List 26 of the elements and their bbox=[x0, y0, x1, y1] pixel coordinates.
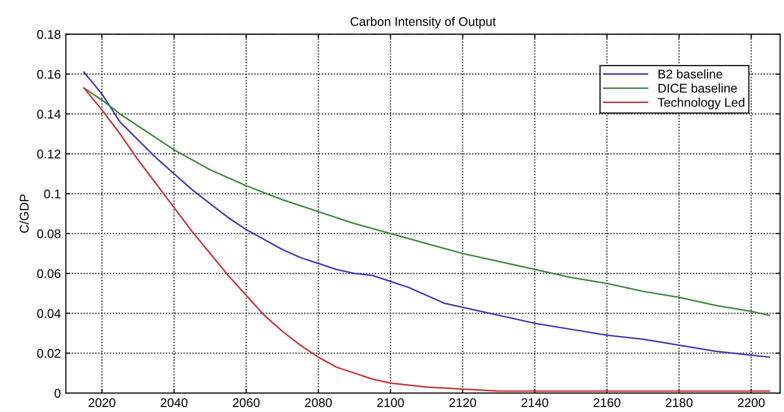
y-tick-label: 0.14 bbox=[37, 110, 61, 119]
y-tick-label: 0 bbox=[54, 388, 61, 398]
y-axis-title: C/GDP bbox=[19, 194, 29, 233]
legend-label: Technology Led bbox=[658, 98, 744, 110]
x-tick-label: 2140 bbox=[522, 398, 548, 408]
y-tick-label: 0.18 bbox=[37, 30, 60, 39]
x-tick-label: 2080 bbox=[305, 398, 332, 408]
legend-label: DICE baseline bbox=[658, 83, 737, 93]
x-tick-label: 2180 bbox=[666, 398, 692, 408]
y-tick-label: 0.08 bbox=[37, 229, 60, 238]
y-tick-label: 0.12 bbox=[37, 150, 60, 158]
x-tick-label: 2020 bbox=[88, 398, 116, 408]
x-tick-label: 2120 bbox=[449, 398, 476, 408]
x-tick-label: 2100 bbox=[377, 398, 404, 408]
line-series bbox=[83, 71, 770, 358]
y-tick-label: 0.02 bbox=[37, 348, 60, 358]
chart-title: Carbon Intensity of Output bbox=[350, 16, 496, 28]
x-tick-label: 2200 bbox=[738, 398, 765, 408]
y-tick-label: 0.04 bbox=[37, 309, 61, 318]
x-tick-label: 2160 bbox=[594, 398, 620, 408]
x-tick-label: 2060 bbox=[232, 398, 260, 408]
x-tick-label: 2040 bbox=[160, 398, 188, 408]
y-tick-label: 0.06 bbox=[37, 269, 60, 278]
legend-label: B2 baseline bbox=[658, 69, 722, 78]
y-tick-label: 0.1 bbox=[44, 189, 60, 198]
y-tick-label: 0.16 bbox=[37, 70, 60, 79]
